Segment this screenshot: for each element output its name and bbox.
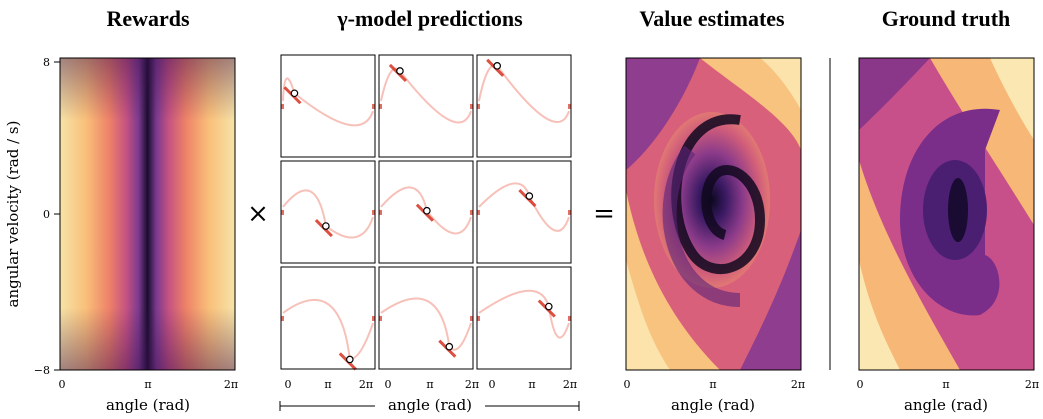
gamma-density-arc	[380, 297, 472, 351]
gamma-x-tick-2pi: 2π	[359, 378, 373, 391]
equals-operator: =	[593, 199, 615, 229]
gamma-cell	[476, 54, 572, 158]
rewards-panel	[59, 57, 236, 371]
gamma-cell	[280, 160, 376, 264]
gamma-cell	[378, 266, 474, 370]
gamma-edge-mark-right	[470, 209, 473, 215]
gamma-cell-frame	[280, 266, 376, 370]
gamma-edge-mark-right	[470, 103, 473, 109]
gamma-edge-mark-right	[372, 315, 375, 321]
y-axis-label: angular velocity (rad / s)	[4, 121, 22, 308]
gamma-edge-mark-right	[372, 103, 375, 109]
title-rewards: Rewards	[106, 6, 190, 31]
gamma-x-label: angle (rad)	[388, 396, 472, 414]
gamma-cell	[280, 54, 376, 158]
rewards-x-tick-pi: π	[144, 378, 151, 391]
truth-x-tick-pi: π	[942, 378, 949, 391]
gamma-edge-mark-right	[568, 209, 571, 215]
truth-x-tick-0: 0	[857, 378, 864, 391]
ground-truth-panel	[858, 57, 1035, 371]
gamma-density-arc	[282, 298, 374, 361]
gamma-query-point	[290, 89, 299, 98]
gamma-density-arc	[282, 77, 374, 127]
value-x-label: angle (rad)	[671, 396, 755, 414]
value-x-tick-0: 0	[624, 378, 631, 391]
gamma-cell-frame	[476, 266, 572, 370]
gamma-x-tick-pi: π	[324, 378, 331, 391]
gamma-x-bracket	[279, 401, 580, 411]
rewards-heatmap-shade	[60, 58, 235, 370]
gamma-cell-frame	[378, 54, 474, 158]
gamma-cell-frame	[476, 160, 572, 264]
gamma-query-point	[346, 355, 354, 364]
gamma-density-arc	[380, 67, 472, 124]
title-ground-truth: Ground truth	[882, 6, 1011, 31]
gamma-x-tick-pic: π	[528, 378, 535, 391]
gamma-cell	[378, 54, 474, 158]
gamma-edge-mark-left	[477, 209, 480, 215]
gamma-x-tick-0c: 0	[489, 378, 496, 391]
gamma-cell-frame	[378, 266, 474, 370]
gamma-cell	[476, 160, 572, 264]
gamma-edge-mark-left	[379, 103, 382, 109]
value-x-tick-pi: π	[709, 378, 716, 391]
gamma-edge-mark-left	[477, 315, 480, 321]
truth-x-tick-2pi: 2π	[1025, 378, 1039, 391]
gamma-edge-mark-right	[470, 315, 473, 321]
gamma-model-grid	[280, 54, 572, 371]
gamma-edge-mark-left	[281, 103, 284, 109]
title-value-estimates: Value estimates	[639, 6, 785, 31]
gamma-x-tick-0b: 0	[385, 378, 392, 391]
gamma-edge-mark-right	[568, 315, 571, 321]
y-tick-mid: 0	[43, 208, 50, 221]
y-tick-top: 8	[43, 56, 50, 69]
gamma-query-point	[493, 62, 501, 70]
times-operator: ×	[247, 199, 269, 229]
gamma-cell-frame	[280, 160, 376, 264]
gamma-density-arc	[478, 64, 570, 123]
gamma-cell	[476, 266, 572, 370]
gamma-query-point	[525, 192, 534, 200]
gamma-cell-frame	[280, 54, 376, 158]
y-tick-bottom: −8	[34, 364, 50, 377]
rewards-x-tick-2pi: 2π	[224, 378, 238, 391]
title-gamma-model: γ-model predictions	[336, 6, 523, 31]
gamma-cell	[378, 160, 474, 264]
gamma-query-point	[322, 222, 330, 230]
value-estimates-panel	[625, 57, 802, 371]
value-estimates-frame	[625, 57, 802, 371]
truth-x-label: angle (rad)	[904, 396, 988, 414]
gamma-edge-mark-left	[379, 209, 382, 215]
gamma-x-tick-pib: π	[426, 378, 433, 391]
gamma-edge-mark-left	[281, 315, 284, 321]
rewards-x-label: angle (rad)	[106, 396, 190, 414]
gamma-query-point	[445, 342, 454, 351]
gamma-cell	[280, 266, 376, 371]
gamma-edge-mark-right	[568, 103, 571, 109]
ground-truth-frame	[858, 57, 1035, 371]
rewards-x-tick-0: 0	[59, 378, 66, 391]
gamma-x-tick-2pic: 2π	[563, 378, 577, 391]
gamma-query-point	[396, 67, 404, 75]
gamma-edge-mark-left	[281, 209, 284, 215]
gamma-query-point	[423, 206, 431, 215]
gamma-query-point	[545, 302, 553, 311]
value-x-tick-2pi: 2π	[791, 378, 805, 391]
gamma-edge-mark-left	[477, 103, 480, 109]
gamma-cell-frame	[476, 54, 572, 158]
gamma-x-tick-2pib: 2π	[465, 378, 479, 391]
gamma-edge-mark-left	[379, 315, 382, 321]
gamma-x-tick-0: 0	[285, 378, 292, 391]
gamma-edge-mark-right	[372, 209, 375, 215]
gamma-cell-frame	[378, 160, 474, 264]
